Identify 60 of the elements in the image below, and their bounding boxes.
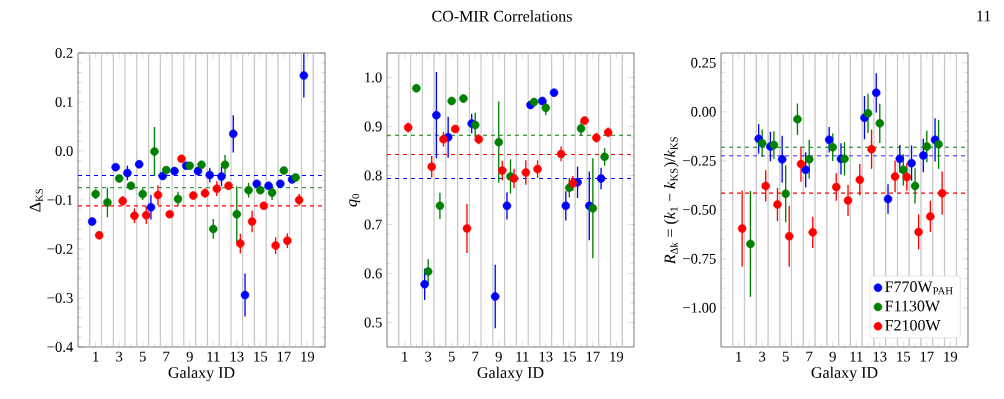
y-tick-label: −0.4 xyxy=(47,342,74,352)
chart-title: CO-MIR Correlations xyxy=(432,10,572,22)
x-tick-label: 7 xyxy=(806,351,813,362)
x-tick-label: 17 xyxy=(277,351,291,362)
y-axis-title: q$_{0}$ xyxy=(349,194,361,207)
x-tick-label: 1 xyxy=(736,351,742,362)
x-tick-label: 5 xyxy=(782,351,789,362)
x-tick-label: 19 xyxy=(301,351,315,362)
y-tick-label: 0.9 xyxy=(364,121,382,132)
x-tick-label: 17 xyxy=(920,351,934,362)
x-tick-label: 11 xyxy=(850,351,863,362)
y-tick-label: −0.1 xyxy=(47,195,73,205)
x-tick-label: 9 xyxy=(186,351,193,362)
y-axis-title: Δ$_{KS}$ xyxy=(29,189,43,212)
legend-label: F2100W xyxy=(885,319,941,331)
x-tick-label: 7 xyxy=(472,351,479,362)
x-axis-title: Galaxy ID xyxy=(168,366,235,382)
x-tick-label: 13 xyxy=(873,351,887,362)
x-tick-label: 5 xyxy=(448,351,455,362)
x-tick-label: 3 xyxy=(116,351,123,362)
y-tick-label: 0.5 xyxy=(364,317,382,328)
y-tick-label: −0.3 xyxy=(47,293,73,303)
x-tick-label: 13 xyxy=(539,351,553,362)
y-tick-label: −0.75 xyxy=(683,253,716,264)
x-tick-label: 11 xyxy=(516,351,529,362)
y-tick-label: −0.50 xyxy=(683,204,716,215)
x-tick-label: 3 xyxy=(425,351,432,362)
x-tick-label: 15 xyxy=(897,351,911,362)
legend-label: F770W$_{PAH}$ xyxy=(885,281,953,295)
x-tick-label: 9 xyxy=(829,351,836,362)
y-tick-label: 0.6 xyxy=(364,268,382,279)
x-tick-label: 7 xyxy=(163,351,170,362)
x-tick-label: 9 xyxy=(495,351,502,362)
x-tick-label: 17 xyxy=(586,351,600,362)
y-tick-label: 0.00 xyxy=(691,106,716,117)
x-tick-label: 15 xyxy=(254,351,268,362)
y-tick-label: 0.1 xyxy=(55,97,73,107)
y-tick-label: −0.25 xyxy=(683,155,716,166)
legend-label: F1130W xyxy=(885,300,941,312)
x-tick-label: 1 xyxy=(402,351,408,362)
x-tick-label: 19 xyxy=(944,351,958,362)
x-tick-label: 1 xyxy=(93,351,99,362)
y-tick-label: 0.2 xyxy=(55,48,73,58)
x-tick-label: 3 xyxy=(759,351,766,362)
y-tick-label: 0.7 xyxy=(364,219,382,230)
x-axis-title: Galaxy ID xyxy=(811,366,878,382)
x-tick-label: 15 xyxy=(563,351,577,362)
y-tick-label: 0.8 xyxy=(364,170,382,181)
y-tick-label: 1.0 xyxy=(365,72,382,83)
x-tick-label: 5 xyxy=(139,351,146,362)
x-tick-label: 13 xyxy=(230,351,244,362)
y-tick-label: −1.00 xyxy=(683,302,716,313)
text: R$_{Δk}$ = (k$_{1}$ − k$_{KS}$)/k$_{KS}$ xyxy=(664,137,679,265)
y-tick-label: 0.25 xyxy=(691,57,716,68)
text: 11 xyxy=(977,10,991,22)
y-tick-label: 0.0 xyxy=(55,146,73,156)
x-tick-label: 19 xyxy=(610,351,624,362)
x-tick-label: 11 xyxy=(207,351,220,362)
y-tick-label: −0.2 xyxy=(47,244,73,254)
x-axis-title: Galaxy ID xyxy=(477,366,544,382)
